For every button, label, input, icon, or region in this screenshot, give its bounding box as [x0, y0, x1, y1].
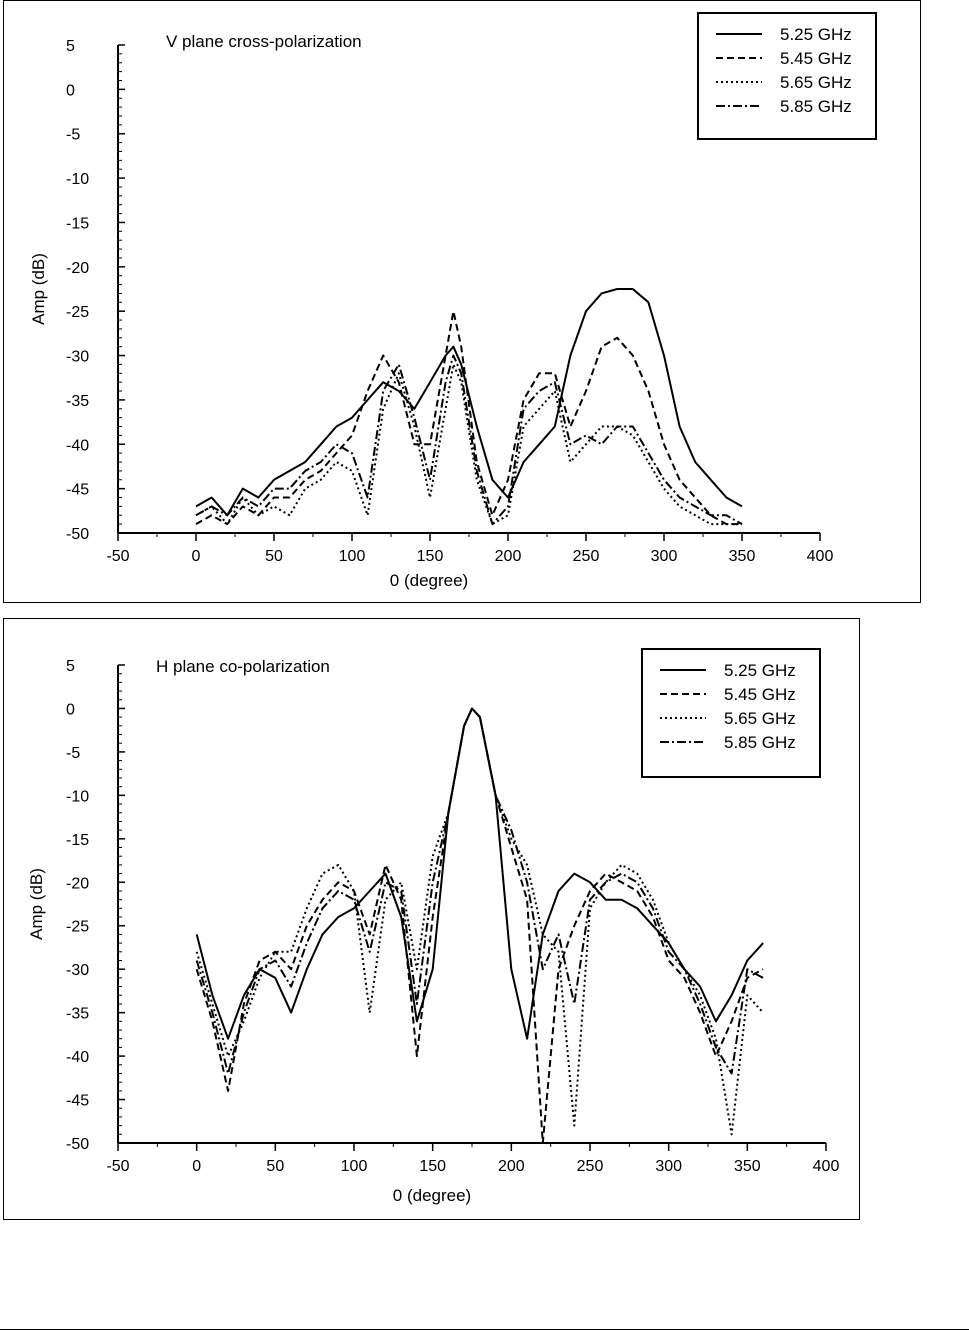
- chart-1-x-tick-label: 250: [573, 548, 600, 565]
- chart-1-x-axis-label: 0 (degree): [390, 571, 468, 590]
- chart-1-legend-label: 5.65 GHz: [780, 73, 852, 92]
- chart-2-y-tick-label: 0: [66, 701, 75, 718]
- chart-2-x-tick-label: 200: [498, 1158, 525, 1175]
- chart-2-x-tick-label: 150: [419, 1158, 446, 1175]
- chart-2-y-tick-label: -25: [66, 919, 89, 936]
- chart-2-x-tick-label: 350: [734, 1158, 761, 1175]
- chart-1-y-tick-label: -35: [66, 393, 89, 410]
- chart-2-y-tick-label: -35: [66, 1006, 89, 1023]
- chart-2-x-tick-label: -50: [106, 1158, 129, 1175]
- chart-2-y-tick-label: -20: [66, 875, 89, 892]
- chart-2-y-axis-label: Amp (dB): [27, 868, 46, 940]
- chart-1-series-line-3: [195, 363, 742, 526]
- chart-1-y-tick-label: 0: [66, 82, 75, 99]
- chart-1-x-tick-label: 200: [495, 548, 522, 565]
- chart-1-legend-label: 5.85 GHz: [780, 97, 852, 116]
- chart-2-legend-label: 5.45 GHz: [724, 685, 796, 704]
- chart-1-series-line-4: [195, 354, 743, 526]
- chart-1-y-tick-label: -15: [66, 215, 89, 232]
- chart-2-x-tick-label: 250: [577, 1158, 604, 1175]
- chart-1-y-tick-label: 5: [66, 38, 75, 55]
- chart-1-x-tick-label: 100: [339, 548, 366, 565]
- chart-2-title: H plane co-polarization: [156, 657, 330, 676]
- chart-1-y-tick-label: -10: [66, 171, 89, 188]
- chart-1-series-line-2: [195, 310, 742, 526]
- chart-1-x-tick-label: 50: [265, 548, 283, 565]
- chart-1-y-tick-label: -50: [66, 526, 89, 543]
- chart-2-legend-label: 5.25 GHz: [724, 661, 796, 680]
- chart-1-legend-label: 5.45 GHz: [780, 49, 852, 68]
- chart-2-legend-label: 5.85 GHz: [724, 733, 796, 752]
- chart-1-y-tick-label: -20: [66, 260, 89, 277]
- chart-2-y-tick-label: -45: [66, 1093, 89, 1110]
- v-plane-chart: 50-5-10-15-20-25-30-35-40-45-50-50 0 50 100…: [29, 12, 877, 590]
- chart-1-y-axis-label: Amp (dB): [29, 253, 48, 325]
- chart-2-x-tick-label: 400: [813, 1158, 840, 1175]
- chart-2-x-tick-label: 50: [266, 1158, 284, 1175]
- chart-2-x-tick-label: 300: [655, 1158, 682, 1175]
- chart-2-y-tick-label: -10: [66, 788, 89, 805]
- chart-2-y-tick-label: 5: [66, 658, 75, 675]
- chart-2-x-axis-label: 0 (degree): [393, 1186, 471, 1205]
- chart-1-x-tick-label: 300: [651, 548, 678, 565]
- chart-1-y-tick-label: -25: [66, 304, 89, 321]
- chart-2-y-tick-label: -50: [66, 1136, 89, 1153]
- chart-2-series-line-4: [195, 707, 764, 1075]
- chart-1-legend-label: 5.25 GHz: [780, 25, 852, 44]
- chart-1-x-tick-label: 0: [192, 548, 201, 565]
- chart-2-legend-label: 5.65 GHz: [724, 709, 796, 728]
- chart-2-y-tick-label: -40: [66, 1049, 89, 1066]
- chart-2-x-tick-label: 0: [192, 1158, 201, 1175]
- chart-1-x-tick-label: 350: [729, 548, 756, 565]
- chart-1-y-tick-label: -5: [66, 127, 80, 144]
- chart-1-series-line-1: [195, 288, 743, 517]
- chart-1-y-tick-label: -30: [66, 349, 89, 366]
- chart-2-y-tick-label: -30: [66, 962, 89, 979]
- chart-1-x-tick-label: 150: [417, 548, 444, 565]
- chart-1-y-tick-label: -45: [66, 482, 89, 499]
- chart-1-x-tick-label: 400: [807, 548, 834, 565]
- chart-panel-h-plane: 5 0 -5 -10 -15 -20 -25 -30 -35 -40 -45 -50 -50 0 50 100…: [3, 618, 860, 1220]
- chart-2-y-tick-label: -5: [66, 745, 80, 762]
- chart-2-y-tick-label: -15: [66, 832, 89, 849]
- chart-1-y-tick-label: -40: [66, 437, 89, 454]
- chart-panel-v-plane: 5 0 -5 -10 -15 -20 -25 -30 -35 -40 -45 -50 -50 0 50 100…: [3, 0, 921, 603]
- h-plane-chart: 50-5-10-15-20-25-30-35-40-45-50-50 0 50 100…: [27, 648, 840, 1205]
- chart-1-title: V plane cross-polarization: [166, 32, 362, 51]
- chart-2-x-tick-label: 100: [341, 1158, 368, 1175]
- chart-1-x-tick-label: -50: [106, 548, 129, 565]
